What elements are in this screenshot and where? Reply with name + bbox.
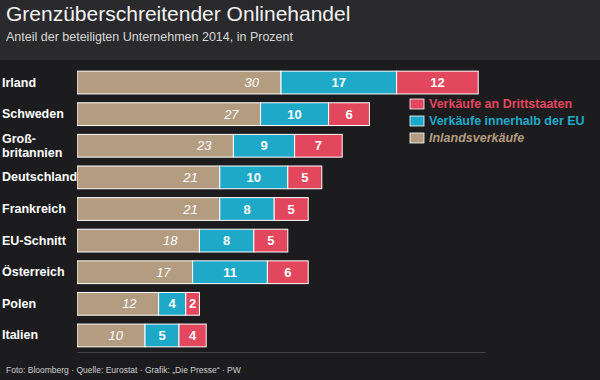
bar: [77, 166, 220, 189]
data-label: 27: [223, 107, 239, 122]
bar: [186, 292, 200, 315]
y-tick: Deutschland: [2, 170, 77, 184]
series: [77, 71, 281, 347]
category-label: Frankreich: [2, 202, 66, 216]
bar: [77, 292, 159, 315]
y-tick: Irland: [2, 76, 36, 90]
data-label: 8: [243, 202, 250, 217]
data-label: 21: [182, 202, 197, 217]
background: [0, 0, 600, 380]
data-label: 30: [245, 75, 260, 90]
legend: Verkäufe an Drittstaaten Verkäufe innerha…: [410, 97, 585, 145]
category-label: Schweden: [2, 107, 64, 121]
y-tick: Italien: [2, 328, 38, 342]
bar: [220, 198, 274, 221]
bar: [77, 261, 193, 284]
bar: [281, 71, 397, 94]
data-label: 6: [345, 107, 352, 122]
bar: [77, 103, 261, 126]
y-tick: Schweden: [2, 107, 64, 121]
y-tick: Frankreich: [2, 202, 66, 216]
bar: [77, 198, 220, 221]
y-tick: Österreich: [2, 264, 65, 279]
bar: [274, 198, 308, 221]
bar: [254, 229, 288, 252]
data-label: 12: [122, 296, 137, 311]
data-label: 17: [156, 265, 171, 280]
data-label: 11: [223, 265, 237, 280]
data-label: 7: [315, 138, 322, 153]
bar: [77, 324, 145, 347]
bar: [77, 229, 199, 252]
data-label: 4: [189, 328, 197, 343]
series: [179, 71, 478, 347]
bars: [77, 71, 478, 347]
data-labels: 30 27 23 21 21 18 17 12 10 17 10 9 10 8 8 11 4 5 12 6 7 5 5 5 6 2…: [109, 75, 445, 343]
data-label: 18: [163, 233, 178, 248]
header-band: [0, 0, 600, 60]
bar: [267, 261, 308, 284]
data-label: 5: [301, 170, 308, 185]
category-label-line: Groß-: [2, 132, 36, 146]
data-label: 2: [189, 296, 196, 311]
bar: [295, 134, 343, 157]
data-label: 10: [109, 328, 124, 343]
data-label: 23: [196, 138, 212, 153]
data-label: 9: [260, 138, 267, 153]
data-label: 5: [158, 328, 165, 343]
bar: [261, 103, 329, 126]
category-label: Groß-britannien: [2, 132, 62, 160]
data-label: 10: [247, 170, 261, 185]
bar: [233, 134, 294, 157]
bar: [179, 324, 206, 347]
data-label: 17: [332, 75, 346, 90]
bar: [159, 292, 186, 315]
bar: [77, 134, 233, 157]
bar: [288, 166, 322, 189]
data-label: 21: [182, 170, 197, 185]
data-label: 12: [430, 75, 444, 90]
data-label: 10: [287, 107, 301, 122]
x-axis-line: [78, 352, 486, 353]
title: Grenzüberschreitender Onlinehandel: [6, 2, 350, 25]
bar: [77, 71, 281, 94]
bar: [145, 324, 179, 347]
bar: [220, 166, 288, 189]
subtitle: Anteil der beteiligten Unternehmen 2014,…: [6, 30, 294, 44]
legend-swatch: [410, 99, 424, 109]
data-label: 8: [223, 233, 230, 248]
data-label: 5: [267, 233, 274, 248]
legend-label: Inlandsverkäufe: [429, 131, 524, 145]
category-label: EU-Schnitt: [2, 234, 67, 248]
legend-label: Verkäufe an Drittstaaten: [429, 97, 572, 111]
y-tick: Polen: [2, 297, 36, 311]
category-label: Österreich: [2, 264, 65, 279]
data-label: 5: [288, 202, 295, 217]
legend-swatch: [410, 133, 424, 143]
bar: [199, 229, 253, 252]
data-label: 6: [284, 265, 291, 280]
category-label: Irland: [2, 76, 36, 90]
category-label-line: britannien: [2, 146, 62, 160]
legend-swatch: [410, 116, 424, 126]
bar: [329, 103, 370, 126]
category-label: Italien: [2, 328, 38, 342]
bar: [193, 261, 268, 284]
bar: [397, 71, 479, 94]
legend-label: Verkäufe innerhalb der EU: [429, 114, 585, 128]
source: Foto: Bloomberg · Quelle: Eurostat · Gra…: [6, 365, 241, 375]
x-axis: [78, 352, 486, 353]
data-label: 4: [169, 296, 177, 311]
y-tick: Groß-britannien: [2, 132, 62, 160]
category-label: Deutschland: [2, 170, 77, 184]
category-label: Polen: [2, 297, 36, 311]
y-tick: EU-Schnitt: [2, 234, 67, 248]
chart: Grenzüberschreitender Onlinehandel Anteil…: [0, 0, 600, 380]
y-axis: Irland Schweden Groß-britannien Deutschland…: [2, 76, 77, 343]
series: [145, 71, 397, 347]
